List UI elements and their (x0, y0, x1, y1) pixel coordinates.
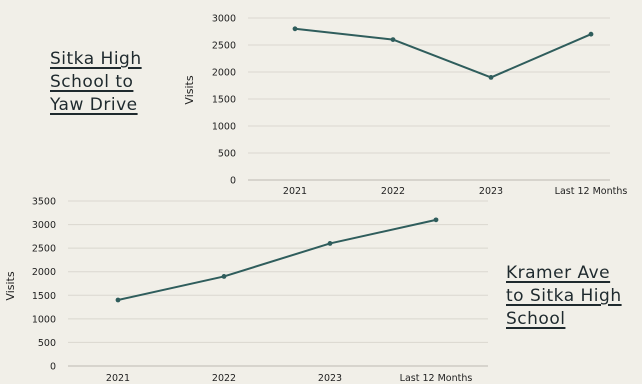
top-y-tick-label: 2500 (212, 41, 236, 52)
top-series-line (294, 27, 592, 79)
bottom-series-line (117, 218, 437, 301)
route-title-top: Sitka High School to Yaw Drive (50, 48, 142, 117)
bottom-y-tick-label: 1500 (32, 291, 56, 302)
top-y-tick-label: 3000 (212, 14, 236, 25)
bottom-data-point (433, 217, 439, 223)
bottom-y-tick-label: 3500 (32, 197, 56, 208)
route-title-top-line-2: School to (50, 72, 134, 92)
bottom-y-axis-title: Visits (4, 271, 17, 300)
top-y-axis-title: Visits (183, 75, 196, 104)
route-title-bottom-line-2: to Sitka High (506, 286, 622, 306)
top-y-tick-label: 500 (218, 149, 236, 160)
top-data-point (390, 37, 396, 42)
bottom-y-tick-label: 3000 (32, 220, 56, 231)
route-title-bottom: Kramer Ave to Sitka High School (506, 262, 622, 331)
route-title-bottom-line-3: School (506, 309, 566, 329)
bottom-x-tick-label: Last 12 Months (400, 373, 473, 384)
bottom-data-point (327, 241, 333, 246)
route-title-bottom-line-1: Kramer Ave (506, 263, 611, 283)
bottom-x-tick-label: 2021 (106, 373, 130, 384)
top-y-tick-label: 1500 (212, 95, 236, 106)
bottom-x-tick-label: 2023 (318, 373, 342, 384)
bottom-y-tick-label: 2000 (32, 267, 56, 278)
top-data-point (488, 75, 494, 80)
top-y-tick-label: 1000 (212, 122, 236, 133)
route-title-top-line-3: Yaw Drive (50, 95, 138, 115)
top-y-tick-label: 0 (230, 176, 236, 187)
route-title-top-line-1: Sitka High (50, 49, 142, 69)
bottom-data-point (115, 297, 121, 303)
top-x-tick-label: 2021 (283, 186, 307, 197)
top-x-tick-label: 2022 (381, 186, 405, 197)
bottom-x-tick-label: 2022 (212, 373, 236, 384)
top-y-tick-label: 2000 (212, 68, 236, 79)
bottom-y-tick-label: 1000 (32, 314, 56, 325)
top-data-point (588, 31, 594, 37)
bottom-data-point (221, 274, 227, 279)
bottom-y-tick-label: 0 (50, 362, 56, 373)
top-data-point (292, 26, 298, 32)
bottom-y-tick-label: 2500 (32, 244, 56, 255)
top-x-tick-label: 2023 (479, 186, 503, 197)
top-x-tick-label: Last 12 Months (555, 186, 628, 197)
bottom-y-tick-label: 500 (38, 338, 56, 349)
